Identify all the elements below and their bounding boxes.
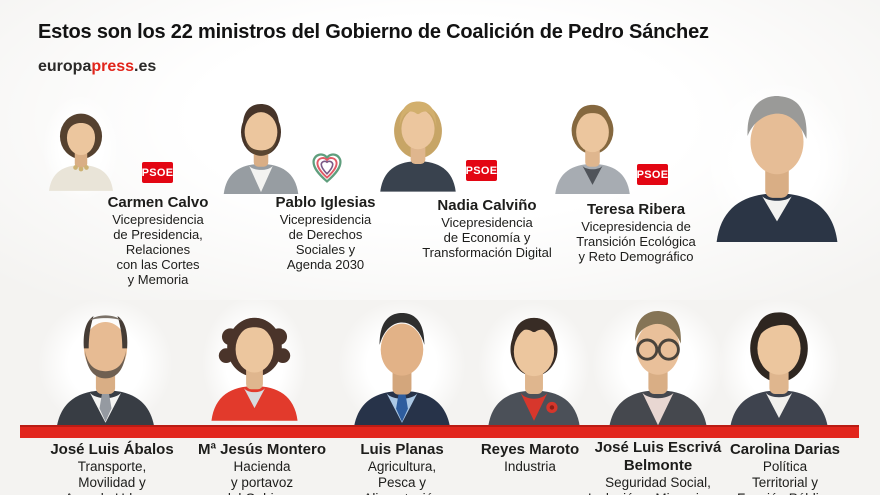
minister-name: Carmen Calvo xyxy=(107,194,209,211)
minister-role-line: Movilidad y xyxy=(78,475,146,490)
minister-role-line: Transporte, xyxy=(77,459,147,474)
minister-role-line: Vicepresidencia xyxy=(112,212,204,227)
nadia-calvino-avatar xyxy=(380,101,456,192)
minister-card-jose-luis-escriva: José Luis Escrivá Belmonte Seguridad Soc… xyxy=(573,439,743,495)
minister-card-teresa-ribera: Teresa Ribera Vicepresidencia de Transic… xyxy=(554,200,718,264)
minister-card-maria-jesus-montero: Mª Jesús Montero Hacienda y portavoz del… xyxy=(187,441,337,495)
minister-role-line: Agricultura, xyxy=(367,459,437,474)
teresa-ribera-photo xyxy=(545,94,640,194)
minister-role-line: Vicepresidencia de xyxy=(581,219,691,234)
logo-part-press: press xyxy=(91,58,135,75)
minister-card-carolina-darias: Carolina Darias Política Territorial y F… xyxy=(710,441,860,495)
reyes-maroto-photo xyxy=(478,302,590,430)
minister-role-line: Hacienda xyxy=(233,459,291,474)
maria-jesus-montero-avatar xyxy=(211,317,298,421)
minister-role-line: Sociales y xyxy=(295,242,356,257)
minister-role-line: Vicepresidencia xyxy=(441,215,533,230)
carolina-darias-avatar xyxy=(729,312,829,430)
minister-name: Reyes Maroto xyxy=(480,441,580,458)
pablo-iglesias-photo xyxy=(215,94,307,194)
reyes-maroto-avatar xyxy=(488,317,580,428)
minister-name: José Luis Ábalos xyxy=(50,441,174,458)
minister-name: Nadia Calviño xyxy=(437,197,537,214)
luis-planas-photo xyxy=(338,300,466,430)
minister-name: Pablo Iglesias xyxy=(275,194,376,211)
page-title: Estos son los 22 ministros del Gobierno … xyxy=(38,21,709,43)
minister-role-line: Política xyxy=(762,459,808,474)
jose-luis-escriva-photo xyxy=(592,298,724,430)
minister-role-line: Territorial y xyxy=(751,475,818,490)
jose-luis-abalos-photo xyxy=(38,298,173,430)
pedro-sanchez-avatar xyxy=(716,95,838,242)
minister-role-line: de Derechos xyxy=(288,227,363,242)
maria-jesus-montero-photo xyxy=(202,296,307,430)
minister-role-line: Seguridad Social, xyxy=(605,475,711,490)
minister-role-line: Inclusión y Migraciones xyxy=(573,491,743,495)
minister-role-line: del Gobierno xyxy=(187,491,337,495)
carolina-darias-photo xyxy=(718,298,840,430)
minister-role-line: Pesca y xyxy=(377,475,427,490)
minister-role-line: y Reto Demográfico xyxy=(578,249,694,264)
minister-card-nadia-calvino: Nadia Calviño Vicepresidencia de Economí… xyxy=(402,196,572,260)
minister-role-line: de Presidencia, xyxy=(113,227,203,242)
pedro-sanchez-photo xyxy=(702,80,852,242)
carmen-calvo-photo xyxy=(42,94,120,202)
minister-role-line: con las Cortes xyxy=(116,257,200,272)
red-divider-bar xyxy=(20,425,859,438)
nadia-calvino-photo xyxy=(372,90,464,192)
minister-role-line: Industria xyxy=(504,459,556,474)
minister-role-line: Transformación Digital xyxy=(422,245,552,260)
minister-role-line: Alimentación xyxy=(327,491,477,495)
minister-role-line: Agenda Urbana xyxy=(37,491,187,495)
minister-role-line: Función Pública xyxy=(710,491,860,495)
psoe-badge: PSOE xyxy=(466,160,497,181)
minister-card-carmen-calvo: Carmen Calvo Vicepresidencia de Presiden… xyxy=(93,193,223,287)
minister-role-line: Relaciones xyxy=(125,242,191,257)
psoe-badge: PSOE xyxy=(142,162,173,183)
minister-card-reyes-maroto: Reyes Maroto Industria xyxy=(455,441,605,475)
minister-name-line2: Belmonte xyxy=(623,457,693,474)
minister-name: José Luis Escrivá xyxy=(594,439,722,456)
jose-luis-abalos-avatar xyxy=(56,315,155,430)
pablo-iglesias-avatar xyxy=(223,104,299,194)
minister-role-line: y Memoria xyxy=(127,272,189,287)
jose-luis-escriva-avatar xyxy=(608,311,708,430)
minister-name: Carolina Darias xyxy=(729,441,841,458)
teresa-ribera-avatar xyxy=(555,104,630,194)
europapress-logo: europapress.es xyxy=(38,58,156,76)
unidas-podemos-heart-icon xyxy=(311,152,343,186)
luis-planas-avatar xyxy=(353,313,451,430)
minister-role-line: de Economía y xyxy=(443,230,531,245)
minister-card-jose-luis-abalos: José Luis Ábalos Transporte, Movilidad y… xyxy=(37,441,187,495)
minister-card-pablo-iglesias: Pablo Iglesias Vicepresidencia de Derech… xyxy=(253,193,398,272)
psoe-badge: PSOE xyxy=(637,164,668,185)
minister-role-line: y portavoz xyxy=(230,475,294,490)
minister-name: Mª Jesús Montero xyxy=(197,441,327,458)
minister-card-luis-planas: Luis Planas Agricultura, Pesca y Aliment… xyxy=(327,441,477,495)
carmen-calvo-avatar xyxy=(49,113,113,191)
minister-name: Luis Planas xyxy=(360,441,444,458)
minister-role-line: Vicepresidencia xyxy=(279,212,372,227)
logo-part-es: .es xyxy=(134,58,157,75)
minister-name: Teresa Ribera xyxy=(586,201,686,218)
minister-role-line: Transición Ecológica xyxy=(576,234,696,249)
minister-role-line: Agenda 2030 xyxy=(286,257,365,272)
logo-part-europa: europa xyxy=(38,58,92,75)
